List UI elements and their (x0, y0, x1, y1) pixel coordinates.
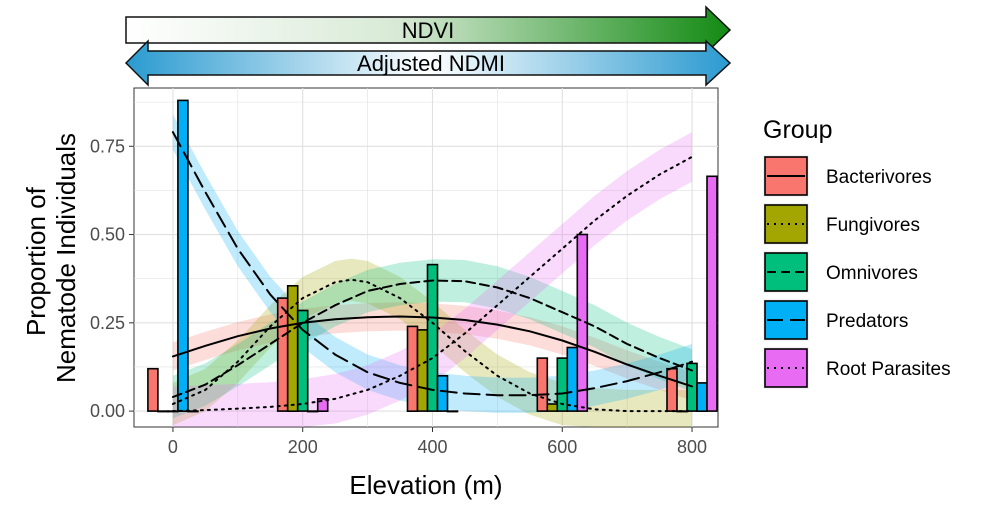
y-axis-title: Proportion of Nematode Individuals (21, 133, 81, 383)
y-axis-title-line-1: Proportion of (21, 186, 51, 336)
bar-predators (566, 346, 579, 412)
legend-label-bacterivores: Bacterivores (826, 167, 932, 188)
bar-root-parasites (706, 175, 718, 412)
legend-label-root-parasites: Root Parasites (826, 359, 951, 380)
ndvi-arrow: NDVI (125, 5, 732, 55)
trend-lines (171, 131, 693, 413)
bar-bacterivores (536, 357, 549, 412)
legend-title: Group (763, 116, 832, 144)
bar-fungivores (286, 284, 299, 412)
bar-bacterivores (276, 297, 289, 412)
x-tick-label: 800 (677, 437, 707, 457)
bar-fungivores (416, 329, 429, 412)
bar-bacterivores (666, 367, 678, 412)
bar-predators (436, 374, 449, 412)
y-tick-label: 0.00 (90, 401, 125, 421)
legend-key-root-parasites (764, 348, 808, 388)
band-omnivores (172, 259, 692, 419)
bar-bacterivores (147, 367, 159, 412)
legend-label-predators: Predators (826, 311, 908, 332)
legend-label-omnivores: Omnivores (826, 263, 918, 284)
x-axis-title: Elevation (m) (349, 470, 502, 500)
x-tick-label: 200 (288, 437, 318, 457)
x-tick-label: 600 (547, 437, 577, 457)
bar-omnivores (296, 309, 309, 412)
ndvi-arrow-label: NDVI (402, 18, 455, 43)
bar-root-parasites (446, 410, 459, 413)
axes: 0 200 400 600 800 0.00 0.25 0.50 0.75 (90, 136, 707, 457)
x-tick-label: 0 (168, 437, 178, 457)
bar-root-parasites (316, 397, 329, 412)
bar-fungivores (546, 403, 559, 412)
bar-predators (306, 410, 319, 413)
ndmi-arrow-shape (124, 39, 732, 87)
trend-line-omnivores (171, 279, 693, 398)
y-tick-label: 0.75 (90, 136, 125, 156)
x-tick-label: 400 (417, 437, 447, 457)
legend: Group Bacterivores Fungivores Omnivores Pre… (763, 116, 951, 389)
y-tick-label: 0.25 (90, 313, 125, 333)
trend-line-predators (171, 131, 693, 397)
trend-line-fungivores (171, 278, 693, 413)
trend-line-root-parasites (171, 155, 693, 413)
ndmi-arrow-label: Adjusted NDMI (357, 51, 505, 76)
y-tick-label: 0.50 (90, 225, 125, 245)
ndvi-arrow-shape (125, 5, 732, 55)
bar-omnivores (426, 263, 439, 412)
bar-predators (177, 99, 189, 412)
trend-line-bacterivores (171, 315, 693, 388)
bar-fungivores (157, 410, 169, 413)
ndmi-arrow: Adjusted NDMI (124, 39, 732, 87)
bar-predators (696, 382, 708, 412)
y-axis-title-line-2: Nematode Individuals (51, 133, 81, 383)
legend-label-fungivores: Fungivores (826, 215, 920, 236)
legend-key-fungivores (764, 204, 808, 244)
